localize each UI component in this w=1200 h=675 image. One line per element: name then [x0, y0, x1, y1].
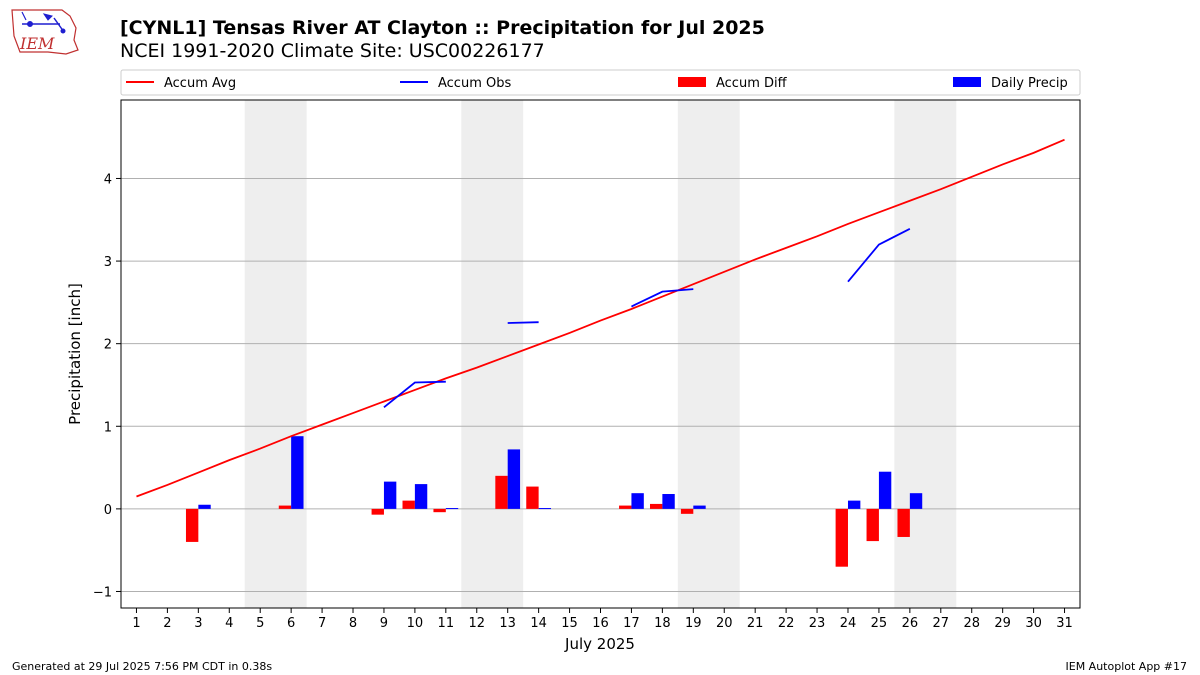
- x-tick-label-27: 27: [933, 616, 950, 631]
- y-tick-label-1: 1: [104, 420, 112, 435]
- x-tick-label-28: 28: [963, 616, 980, 631]
- accum-diff-bar-day-3: [185, 508, 199, 542]
- daily-precip-bar-day-18: [662, 494, 675, 509]
- legend-frame: [120, 69, 1081, 96]
- daily-precip-bar-day-24: [847, 500, 861, 509]
- daily-precip-bar-day-10: [414, 484, 428, 509]
- x-tick-label-25: 25: [871, 616, 888, 631]
- legend-label-accum-obs: Accum Obs: [438, 76, 511, 91]
- legend-label-accum-avg: Accum Avg: [164, 76, 236, 91]
- y-tick-label-4: 4: [104, 172, 112, 187]
- weather-station-icon: [21, 11, 66, 34]
- accum-diff-bar-day-9: [371, 508, 384, 515]
- daily-precip-bar-day-3: [198, 504, 211, 509]
- x-tick-label-3: 3: [194, 616, 202, 631]
- x-tick-label-30: 30: [1025, 616, 1042, 631]
- x-tick-label-21: 21: [747, 616, 764, 631]
- y-axis-label: Precipitation [inch]: [66, 283, 84, 425]
- x-tick-label-20: 20: [716, 616, 733, 631]
- accum-avg-line-segment-1: [136, 138, 1065, 498]
- accum-diff-bar-day-24: [835, 508, 848, 567]
- y-tick-label-0: 0: [104, 503, 112, 518]
- app-note: IEM Autoplot App #17: [1065, 660, 1188, 673]
- accum-diff-bar-day-25: [866, 508, 879, 542]
- accum-obs-line-segment-1: [383, 380, 446, 408]
- daily-precip-bar-day-11: [445, 508, 459, 510]
- iem-logo: IEM: [11, 9, 79, 55]
- x-tick-label-31: 31: [1056, 616, 1073, 631]
- x-tick-label-13: 13: [499, 616, 516, 631]
- x-tick-label-23: 23: [809, 616, 826, 631]
- accum-obs-line-segment-2: [507, 321, 539, 324]
- daily-precip-bar-day-14: [538, 508, 552, 510]
- weekend-band-4: [894, 100, 957, 608]
- bars: [185, 436, 923, 567]
- accum-diff-bar-day-18: [649, 503, 663, 509]
- logo-text: IEM: [19, 34, 55, 53]
- weekend-band-3: [677, 100, 740, 608]
- y-axis-ticks: −1 0 1 2 3 4: [93, 172, 121, 600]
- x-tick-label-29: 29: [994, 616, 1011, 631]
- x-tick-label-15: 15: [561, 616, 578, 631]
- chart-title: [CYNL1] Tensas River AT Clayton :: Preci…: [120, 17, 765, 39]
- weekend-band-2: [461, 100, 524, 608]
- plot-frame: [120, 99, 1081, 609]
- x-tick-label-2: 2: [163, 616, 171, 631]
- x-axis-ticks: 1 2 3 4 5 6 7 8 9 10 11 12 13 14 15 16 17 18 19 20 21 22 23 24 2…: [132, 608, 1073, 631]
- daily-precip-bar-day-9: [383, 481, 397, 509]
- x-tick-label-22: 22: [778, 616, 795, 631]
- daily-precip-bar-day-19: [693, 505, 706, 509]
- x-tick-label-7: 7: [318, 616, 326, 631]
- legend-label-accum-diff: Accum Diff: [716, 76, 788, 91]
- legend: Accum Avg Accum Obs Accum Diff Daily Precip: [120, 69, 1081, 96]
- daily-precip-bar-day-17: [631, 493, 644, 509]
- x-tick-label-12: 12: [468, 616, 485, 631]
- daily-precip-bar-day-26: [909, 493, 923, 509]
- x-axis-label: July 2025: [564, 635, 635, 653]
- x-tick-label-11: 11: [438, 616, 455, 631]
- accum-diff-bar-day-17: [619, 505, 632, 509]
- y-tick-label-2: 2: [104, 338, 112, 353]
- legend-swatch-daily-precip: [953, 77, 981, 87]
- weekend-shading: [244, 100, 957, 608]
- daily-precip-bar-day-13: [507, 449, 521, 509]
- accum-obs-line-segment-4: [847, 228, 911, 283]
- x-tick-label-16: 16: [592, 616, 609, 631]
- accum-diff-bar-day-26: [897, 508, 910, 537]
- daily-precip-bar-day-25: [878, 471, 892, 509]
- x-tick-label-17: 17: [623, 616, 640, 631]
- accum-diff-bar-day-19: [680, 508, 694, 514]
- y-tick-label--1: −1: [93, 585, 112, 600]
- accum-diff-bar-day-6: [278, 505, 292, 509]
- x-tick-label-8: 8: [349, 616, 357, 631]
- x-tick-label-5: 5: [256, 616, 264, 631]
- y-tick-label-3: 3: [104, 255, 112, 270]
- y-gridlines: [121, 177, 1080, 592]
- accum-diff-bar-day-14: [526, 486, 539, 509]
- legend-swatch-accum-diff: [678, 77, 706, 87]
- x-tick-label-14: 14: [530, 616, 547, 631]
- daily-precip-bar-day-6: [291, 436, 304, 509]
- lines: [136, 138, 1065, 498]
- x-tick-label-19: 19: [685, 616, 702, 631]
- x-tick-label-6: 6: [287, 616, 295, 631]
- chart-subtitle: NCEI 1991-2020 Climate Site: USC00226177: [120, 40, 545, 62]
- legend-label-daily-precip: Daily Precip: [991, 76, 1068, 91]
- x-tick-label-10: 10: [407, 616, 424, 631]
- accum-obs-line-segment-3: [631, 288, 694, 308]
- weekend-band-1: [244, 100, 307, 608]
- accum-diff-bar-day-13: [495, 475, 508, 509]
- accum-diff-bar-day-11: [433, 508, 446, 513]
- x-tick-label-24: 24: [840, 616, 857, 631]
- x-tick-label-9: 9: [380, 616, 388, 631]
- generated-note: Generated at 29 Jul 2025 7:56 PM CDT in …: [12, 660, 273, 673]
- x-tick-label-1: 1: [132, 616, 140, 631]
- x-tick-label-18: 18: [654, 616, 671, 631]
- accum-diff-bar-day-10: [402, 500, 415, 509]
- x-tick-label-26: 26: [902, 616, 919, 631]
- x-tick-label-4: 4: [225, 616, 233, 631]
